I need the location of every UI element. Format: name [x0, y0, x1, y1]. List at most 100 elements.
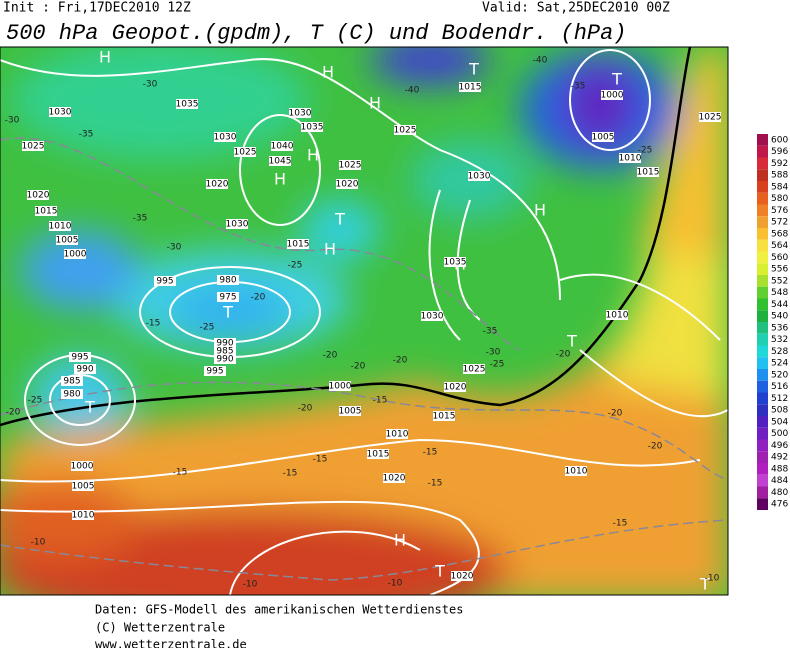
colorbar-label: 476: [771, 500, 788, 510]
isobar-label-bg: [271, 141, 293, 151]
isobar-label-bg: [444, 382, 466, 392]
isobar-label: 1020: [206, 180, 229, 190]
isobar-label: 1015: [287, 240, 310, 250]
isotherm-label: -15: [423, 448, 438, 458]
isobar-label: 980: [63, 390, 80, 400]
colorbar-label: 484: [771, 476, 788, 486]
isobar-label: 1030: [214, 133, 237, 143]
isobar-label: 990: [216, 339, 233, 349]
isobar-label-bg: [421, 311, 443, 321]
colorbar-label: 568: [771, 229, 788, 239]
isobar-label: 1025: [699, 113, 722, 123]
isobar-label: 1030: [289, 109, 312, 119]
colorbar-label: 544: [771, 300, 788, 310]
colorbar-swatch: [757, 404, 768, 416]
isobar-label: 1030: [468, 172, 491, 182]
isobar-label: 995: [156, 277, 173, 287]
colorbar-label: 508: [771, 406, 788, 416]
isotherm-label: -25: [200, 323, 215, 333]
isotherm-label: -30: [486, 348, 501, 358]
pressure-center: H: [274, 170, 286, 189]
isobar-label: 985: [216, 347, 233, 357]
isobar-label-bg: [64, 249, 86, 259]
colorbar-label: 588: [771, 171, 788, 181]
isobar-label-bg: [459, 82, 481, 92]
isobar-label: 1010: [386, 430, 409, 440]
isobar-label-bg: [383, 473, 405, 483]
colorbar-label: 564: [771, 241, 788, 251]
pressure-center: H: [307, 146, 319, 165]
colorbar-swatch: [757, 357, 768, 369]
colorbar-swatch: [757, 157, 768, 170]
isobar-label-bg: [61, 376, 83, 386]
isobar-label: 1000: [329, 382, 352, 392]
isobar-label: 985: [63, 377, 80, 387]
isobar-label: 1040: [271, 142, 294, 152]
isobar-label-bg: [217, 275, 239, 285]
colorbar-label: 600: [771, 135, 788, 145]
isobar-label: 1010: [72, 511, 95, 521]
isotherm-label: -10: [388, 579, 403, 589]
isotherm-label: -30: [5, 116, 20, 126]
pressure-center: T: [84, 398, 95, 417]
colorbar-swatch: [757, 416, 768, 428]
isobar-label-bg: [74, 364, 96, 374]
colorbar-swatch: [757, 474, 768, 487]
colorbar-swatch: [757, 251, 768, 264]
isobar-label: 1000: [71, 462, 94, 472]
colorbar-label: 516: [771, 382, 788, 392]
isobar-label: 1000: [601, 91, 624, 101]
pressure-center: H: [369, 94, 381, 113]
isobar-label-bg: [287, 239, 309, 249]
colorbar-label: 556: [771, 265, 788, 275]
isotherm-label: -25: [638, 146, 653, 156]
isotherm-label: -40: [405, 86, 420, 96]
isobar-label: 1030: [49, 108, 72, 118]
colorbar-swatch: [757, 392, 768, 405]
colorbar-swatch: [757, 228, 768, 240]
isobar-label: 1020: [336, 180, 359, 190]
isotherm-label: -30: [167, 243, 182, 253]
isobar-label-bg: [214, 346, 236, 356]
isobar-label: 1020: [451, 572, 474, 582]
isobar-label-bg: [226, 219, 248, 229]
isotherm-label: -20: [351, 362, 366, 372]
isobar-label: 1020: [383, 474, 406, 484]
pressure-center: T: [434, 562, 445, 581]
isotherm-label: -40: [533, 56, 548, 66]
pressure-center: H: [322, 63, 334, 82]
isobar-label: 1015: [367, 450, 390, 460]
isobar-label-bg: [49, 221, 71, 231]
isobar-label-bg: [176, 99, 198, 109]
isobar-label-bg: [204, 366, 226, 376]
pressure-center: T: [566, 332, 577, 351]
isobar-label-bg: [394, 125, 416, 135]
colorbar-label: 500: [771, 429, 788, 439]
pressure-center: H: [394, 531, 406, 550]
isobar-label: 1025: [22, 142, 45, 152]
isobar-label: 1010: [565, 467, 588, 477]
pressure-center: T: [222, 303, 233, 322]
isobar-label: 1005: [339, 407, 362, 417]
pressure-center: T: [611, 70, 622, 89]
isobar-label-bg: [601, 90, 623, 100]
isotherm-label: -35: [571, 82, 586, 92]
colorbar-label: 596: [771, 147, 788, 157]
isobar-label: 1010: [49, 222, 72, 232]
pressure-center: T: [334, 210, 345, 229]
isobar-label-bg: [329, 381, 351, 391]
isobar-label: 1030: [226, 220, 249, 230]
isobar-label-bg: [214, 338, 236, 348]
colorbar-swatch: [757, 345, 768, 358]
isobar-label-bg: [71, 461, 93, 471]
isotherm-label: -20: [556, 350, 571, 360]
colorbar-swatch: [757, 145, 768, 158]
colorbar-label: 572: [771, 218, 788, 228]
isobar-label-bg: [22, 141, 44, 151]
colorbar-label: 580: [771, 194, 788, 204]
isobar-label: 1015: [459, 83, 482, 93]
isobar-label: 1015: [35, 207, 58, 217]
colorbar-label: 492: [771, 453, 788, 463]
isobar-label: 1045: [269, 157, 292, 167]
